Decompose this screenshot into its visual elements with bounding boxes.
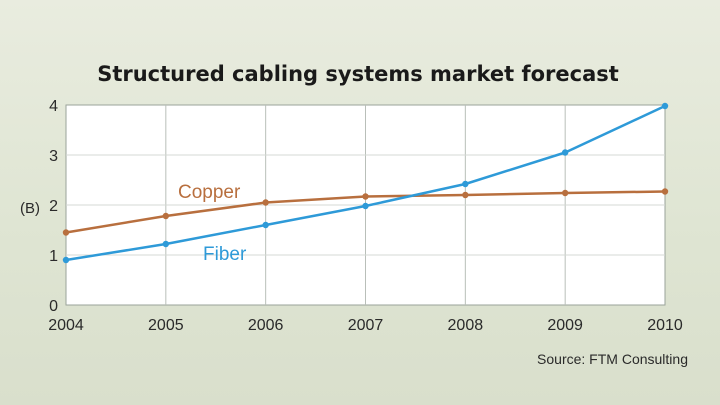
x-tick-label: 2009 [547,317,583,334]
y-axis-ticks: 0 1 2 3 4 [49,98,58,315]
data-point-fiber [661,102,669,110]
data-point-fiber [561,149,569,156]
source-note: Source: FTM Consulting [537,351,688,367]
y-tick-label: 3 [49,148,58,165]
data-point-copper [362,193,369,200]
data-point-copper [561,189,569,197]
y-tick-label: 4 [49,98,58,115]
data-point-fiber [62,256,70,264]
y-tick-label: 1 [49,248,58,265]
series [62,102,669,264]
data-point-copper [262,199,269,206]
x-tick-label: 2004 [48,317,84,334]
data-point-fiber [162,240,170,248]
data-point-fiber [362,202,369,210]
data-point-copper [462,191,469,199]
data-point-copper [162,212,170,220]
x-tick-label: 2006 [248,317,284,334]
x-tick-label: 2007 [348,317,384,334]
y-tick-label: 0 [49,298,58,315]
data-point-fiber [462,180,469,188]
x-axis-ticks: 2004 2005 2006 2007 2008 2009 2010 [48,317,683,334]
data-point-fiber [262,221,269,229]
chart-title: Structured cabling systems market foreca… [97,62,619,86]
data-point-copper [62,229,70,236]
series-label-copper: Copper [178,182,241,203]
data-point-copper [661,188,669,195]
y-axis-unit-label: (B) [20,200,40,217]
x-tick-label: 2008 [448,317,484,334]
x-tick-label: 2010 [647,317,683,334]
x-tick-label: 2005 [148,317,184,334]
y-tick-label: 2 [49,198,58,215]
series-label-fiber: Fiber [203,244,247,265]
